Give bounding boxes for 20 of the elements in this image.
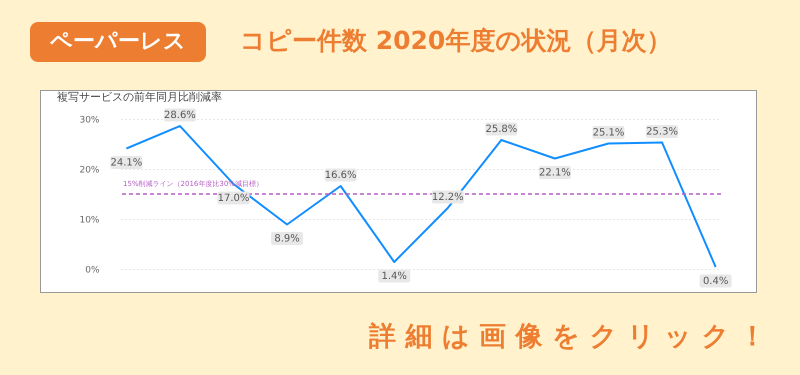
data-label: 16.6%: [324, 170, 357, 181]
data-label: 22.1%: [539, 168, 571, 178]
y-tick-label: 10%: [79, 216, 100, 226]
data-label: 28.6%: [164, 110, 196, 121]
data-label: 8.9%: [274, 234, 300, 244]
data-label: 12.2%: [432, 192, 464, 203]
data-label: 0.4%: [702, 276, 728, 287]
data-label: 17.0%: [218, 193, 250, 204]
y-tick-label: 20%: [79, 166, 100, 176]
text: コピー件数 2020年度の状況（月次）: [240, 25, 672, 57]
text: 詳 細 は 画 像 を ク リ ッ ク ！: [368, 320, 766, 354]
y-tick-label: 30%: [79, 116, 100, 126]
chart-title: 複写サービスの前年同月比削減率: [56, 90, 222, 104]
text: ペーパーレス: [30, 22, 206, 62]
data-label: 25.8%: [485, 124, 518, 135]
data-label: 1.4%: [382, 271, 407, 282]
data-label: 25.3%: [646, 126, 678, 138]
data-label: 24.1%: [110, 158, 142, 168]
data-label: 25.1%: [592, 128, 624, 138]
y-tick-label: 0%: [85, 266, 100, 276]
